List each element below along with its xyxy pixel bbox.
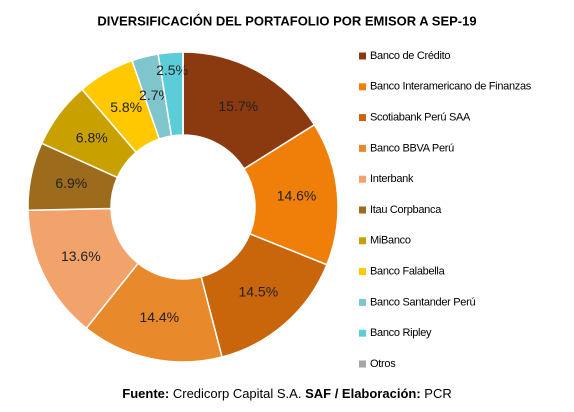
data-label: 13.6% bbox=[61, 248, 101, 264]
legend-label: Banco BBVA Perú bbox=[370, 142, 454, 154]
legend-label: Banco Santander Perú bbox=[370, 296, 475, 308]
source-part: Credicorp Capital S.A. bbox=[169, 386, 305, 401]
donut-slice bbox=[243, 123, 339, 266]
legend-label: Banco Interamericano de Finanzas bbox=[370, 81, 532, 93]
legend-swatch bbox=[359, 83, 366, 91]
legend-swatch bbox=[359, 175, 366, 183]
legend-label: MiBanco bbox=[370, 235, 411, 247]
source-note: Fuente: Credicorp Capital S.A. SAF / Ela… bbox=[122, 386, 451, 401]
data-label: 6.9% bbox=[55, 175, 87, 191]
legend-swatch bbox=[359, 360, 366, 368]
data-label: 14.6% bbox=[277, 188, 317, 204]
legend-swatch bbox=[359, 52, 366, 60]
data-label: 15.7% bbox=[218, 98, 258, 114]
legend-swatch bbox=[359, 329, 366, 337]
legend-label: Scotiabank Perú SAA bbox=[370, 112, 471, 124]
legend-swatch bbox=[359, 206, 366, 214]
legend-swatch bbox=[359, 144, 366, 152]
source-part: Fuente: bbox=[122, 386, 169, 401]
legend-label: Itau Corpbanca bbox=[370, 204, 442, 216]
legend-label: Interbank bbox=[370, 173, 414, 185]
legend-swatch bbox=[359, 237, 366, 245]
legend-label: Otros bbox=[370, 358, 396, 370]
data-label: 6.8% bbox=[76, 129, 108, 145]
legend-label: Banco Falabella bbox=[370, 266, 446, 278]
chart-title: DIVERSIFICACIÓN DEL PORTAFOLIO POR EMISO… bbox=[97, 13, 476, 28]
data-label: 14.5% bbox=[238, 283, 278, 299]
data-label: 14.4% bbox=[139, 309, 179, 325]
data-label: 5.8% bbox=[110, 99, 142, 115]
donut-slice bbox=[182, 51, 316, 170]
source-part: SAF / Elaboración: bbox=[305, 386, 421, 401]
source-part: PCR bbox=[421, 386, 452, 401]
data-label: 2.5% bbox=[156, 62, 188, 78]
data-label: 2.7% bbox=[139, 87, 171, 103]
legend-label: Banco Ripley bbox=[370, 327, 432, 339]
legend-swatch bbox=[359, 114, 366, 122]
donut-slice bbox=[27, 207, 140, 330]
legend-swatch bbox=[359, 298, 366, 306]
legend-label: Banco de Crédito bbox=[370, 50, 450, 62]
legend-swatch bbox=[359, 268, 366, 276]
